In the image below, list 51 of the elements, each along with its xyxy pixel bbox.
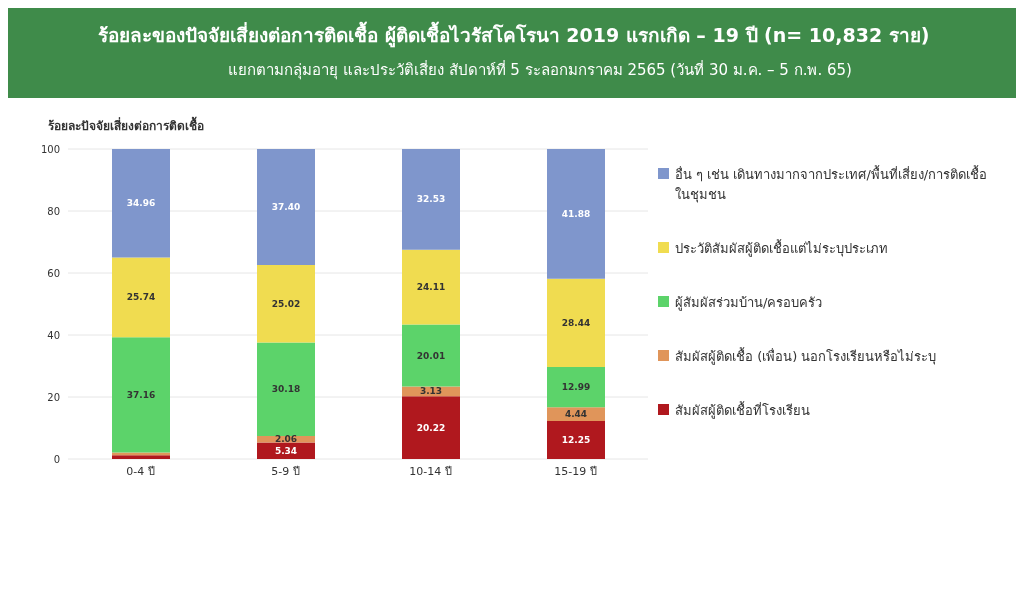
bar [257, 149, 315, 265]
data-label: 30.18 [271, 384, 301, 395]
data-label: 41.88 [561, 208, 591, 219]
x-tick-label: 10-14 ปี [409, 464, 452, 478]
bar [257, 264, 315, 343]
bar [547, 421, 605, 459]
data-label: 20.01 [416, 350, 446, 361]
y-tick-label: 60 [47, 267, 60, 279]
bar [257, 442, 315, 459]
y-tick-label: 40 [47, 329, 60, 341]
legend-label: สัมผัสผู้ติดเชื้อที่โรงเรียน [675, 401, 810, 421]
bar [112, 149, 170, 258]
data-label: 25.74 [126, 292, 156, 303]
y-tick-label: 100 [40, 143, 60, 155]
data-label: 32.53 [416, 194, 446, 205]
bar [257, 342, 315, 437]
x-tick-label: 5-9 ปี [271, 464, 300, 478]
y-tick-label: 20 [47, 391, 60, 403]
legend-label: ผู้สัมผัสร่วมบ้าน/ครอบครัว [675, 294, 823, 313]
y-axis-title: ร้อยละปัจจัยเสี่ยงต่อการติดเชื้อ [47, 115, 205, 135]
bar [547, 149, 605, 279]
x-tick-label: 15-19 ปี [554, 464, 597, 478]
data-label: 37.16 [126, 389, 156, 400]
data-label: 2.06 [274, 434, 298, 445]
bar [402, 324, 460, 387]
data-label: 3.13 [419, 386, 443, 397]
bar [547, 366, 605, 408]
x-tick-label: 0-4 ปี [126, 464, 155, 478]
data-label: 12.25 [561, 435, 591, 446]
bar [402, 249, 460, 325]
chart-title: ร้อยละของปัจจัยเสี่ยงต่อการติดเชื้อ ผู้ติดเชื้อไวรัสโคโรนา 2019 แรกเกิด – 19 ปี (n= 10,832 ราย) [98, 20, 931, 50]
bar [402, 149, 460, 250]
bar [402, 396, 460, 459]
data-label: 20.22 [416, 422, 446, 433]
data-label: 4.44 [564, 409, 588, 420]
data-label: 28.44 [561, 317, 591, 328]
data-label: 34.96 [126, 198, 156, 209]
data-label: 25.02 [271, 298, 301, 309]
y-tick-label: 80 [47, 205, 60, 217]
data-label: 12.99 [561, 382, 591, 393]
legend-label: อื่น ๆ เช่น เดินทางมากจากประเทศ/พื้นที่เสี่ยง/การติดเชื้อในชุมชน [675, 165, 988, 205]
bar [112, 257, 170, 338]
bar [112, 337, 170, 453]
chart-subtitle: แยกตามกลุ่มอายุ และประวัติเสี่ยง สัปดาห์ที่ 5 ระลอกมกราคม 2565 (วันที่ 30 ม.ค. – 5 ก.พ. 65) [227, 59, 853, 82]
data-label: 5.34 [274, 445, 298, 456]
legend-label: ประวัติสัมผัสผู้ติดเชื้อแต่ไม่ระบุประเภท [675, 239, 888, 259]
data-label: 24.11 [416, 282, 446, 293]
y-tick-label: 0 [53, 453, 60, 465]
legend-label: สัมผัสผู้ติดเชื้อ (เพื่อน) นอกโรงเรียนหรือไม่ระบุ [675, 347, 937, 367]
bar [547, 278, 605, 367]
data-label: 37.40 [271, 201, 301, 212]
